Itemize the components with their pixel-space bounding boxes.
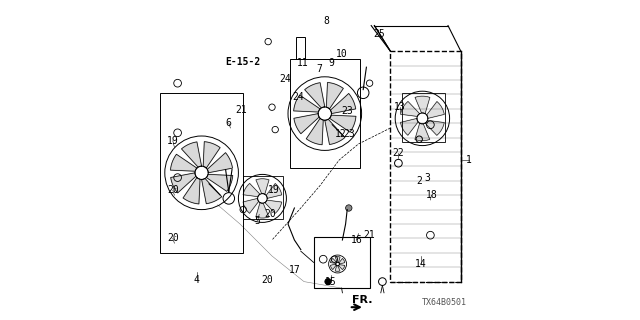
Polygon shape xyxy=(325,119,345,145)
Text: 20: 20 xyxy=(264,209,276,220)
Bar xyxy=(243,176,283,219)
Text: 2: 2 xyxy=(416,176,422,186)
Bar xyxy=(314,237,370,288)
Polygon shape xyxy=(401,101,420,116)
Polygon shape xyxy=(243,198,259,213)
Polygon shape xyxy=(330,264,336,269)
Circle shape xyxy=(346,205,352,211)
Bar xyxy=(390,51,461,282)
Text: 23: 23 xyxy=(341,106,353,116)
Text: 5: 5 xyxy=(255,216,260,226)
Text: 21: 21 xyxy=(364,230,376,240)
Polygon shape xyxy=(335,257,340,262)
Text: E-15-2: E-15-2 xyxy=(225,57,261,68)
Polygon shape xyxy=(294,95,320,112)
Text: 18: 18 xyxy=(426,190,437,200)
Polygon shape xyxy=(326,83,344,109)
Text: 15: 15 xyxy=(325,276,337,287)
Polygon shape xyxy=(256,179,269,194)
Text: 24: 24 xyxy=(292,92,304,102)
Text: 9: 9 xyxy=(328,58,334,68)
Polygon shape xyxy=(171,173,196,193)
Bar xyxy=(160,93,243,253)
Polygon shape xyxy=(170,154,197,171)
Polygon shape xyxy=(207,153,232,173)
Text: 24: 24 xyxy=(280,74,291,84)
Text: 4: 4 xyxy=(194,275,200,285)
Bar xyxy=(296,37,305,59)
Text: FR.: FR. xyxy=(352,295,372,305)
Polygon shape xyxy=(330,115,356,132)
Text: 19: 19 xyxy=(268,185,280,196)
Text: 21: 21 xyxy=(236,105,248,116)
Polygon shape xyxy=(266,183,282,198)
Text: 1: 1 xyxy=(466,155,472,165)
Polygon shape xyxy=(305,83,325,108)
Bar xyxy=(402,93,445,142)
Text: 10: 10 xyxy=(335,49,348,60)
Polygon shape xyxy=(243,183,260,197)
Polygon shape xyxy=(306,118,323,145)
Text: 16: 16 xyxy=(351,235,363,245)
Polygon shape xyxy=(202,179,221,204)
Polygon shape xyxy=(335,266,340,271)
Text: 25: 25 xyxy=(373,29,385,39)
Polygon shape xyxy=(206,174,233,191)
Text: TX64B0501: TX64B0501 xyxy=(422,298,467,307)
Polygon shape xyxy=(415,123,430,141)
Text: 8: 8 xyxy=(323,16,330,26)
Polygon shape xyxy=(339,265,345,270)
Polygon shape xyxy=(330,93,356,114)
Text: 13: 13 xyxy=(394,102,406,112)
Polygon shape xyxy=(425,120,444,135)
Text: 22: 22 xyxy=(392,148,404,158)
Text: 6: 6 xyxy=(226,118,232,128)
Polygon shape xyxy=(415,96,430,114)
Text: 23: 23 xyxy=(343,129,355,139)
Polygon shape xyxy=(265,200,282,213)
Text: 19: 19 xyxy=(167,136,179,146)
Polygon shape xyxy=(294,114,319,134)
Text: 17: 17 xyxy=(289,265,300,276)
Text: 20: 20 xyxy=(167,185,179,196)
Polygon shape xyxy=(203,142,220,168)
Text: 11: 11 xyxy=(296,58,308,68)
Polygon shape xyxy=(183,178,200,204)
Polygon shape xyxy=(339,259,345,264)
Text: 20: 20 xyxy=(261,275,273,285)
Text: 14: 14 xyxy=(415,259,427,269)
Circle shape xyxy=(325,278,332,285)
Polygon shape xyxy=(401,118,418,135)
Polygon shape xyxy=(330,258,337,263)
Polygon shape xyxy=(182,142,202,167)
Polygon shape xyxy=(256,203,269,218)
Polygon shape xyxy=(427,101,444,118)
Bar xyxy=(290,59,360,168)
Text: 7: 7 xyxy=(316,64,322,74)
Text: 12: 12 xyxy=(335,129,347,140)
Text: 3: 3 xyxy=(424,172,430,183)
Text: 20: 20 xyxy=(167,233,179,244)
